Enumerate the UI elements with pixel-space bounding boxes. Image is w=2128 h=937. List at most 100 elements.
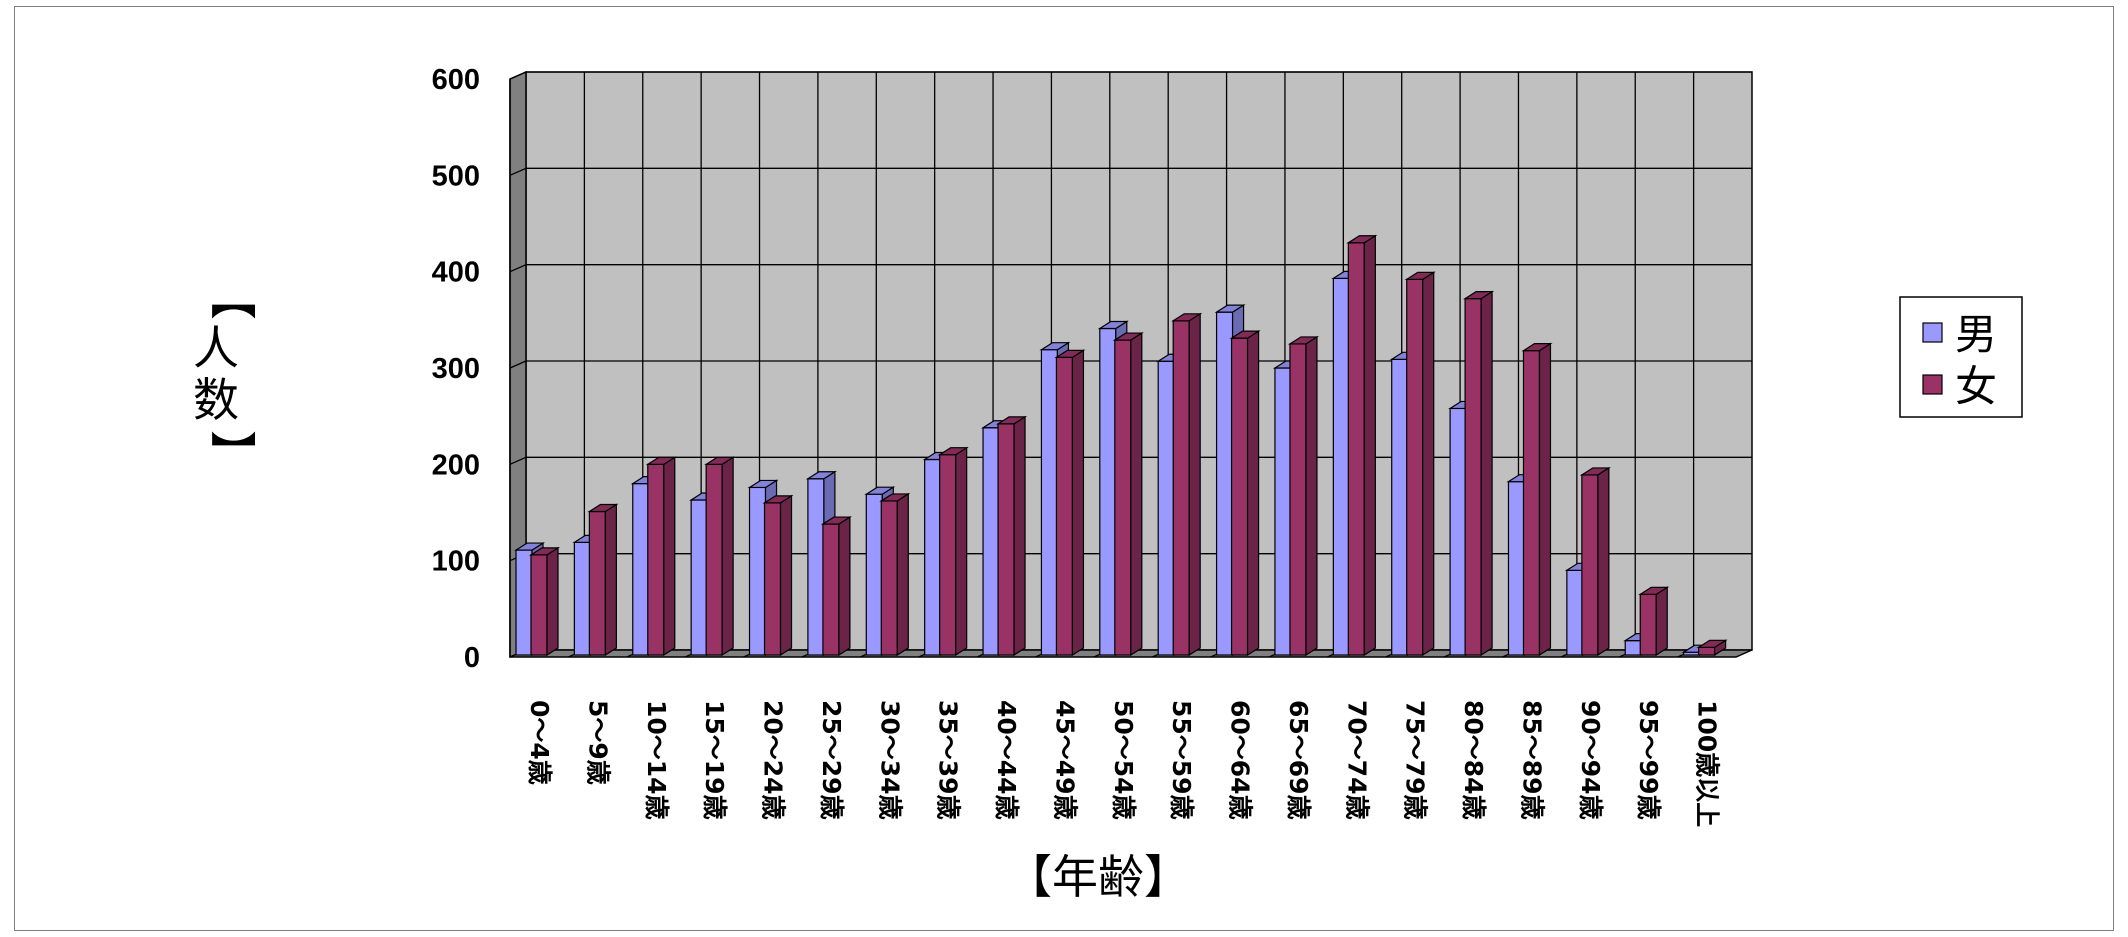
bar <box>1638 586 1670 657</box>
x-tick-label: 50～54歳 <box>1109 700 1138 820</box>
bar-front <box>997 423 1015 656</box>
gridline-side <box>509 264 527 273</box>
x-axis-ticks: 0～4歳 5～9歳 10～14歳 15～19歳 20～24歳 25～29歳 30～34歳 35… <box>525 700 1722 827</box>
x-tick-label: 20～24歳 <box>759 700 788 820</box>
bar-top <box>1054 349 1086 359</box>
bar-side <box>1422 271 1435 657</box>
bar <box>1696 639 1728 657</box>
bar <box>1404 271 1436 657</box>
bar-side <box>955 446 968 657</box>
y-axis-title-char: 人 <box>193 321 239 375</box>
x-tick-label: 70～74歳 <box>1342 700 1371 820</box>
bar-side <box>604 503 617 657</box>
bar-front <box>1639 593 1657 656</box>
bar-front <box>924 458 942 656</box>
bar-side <box>1130 331 1143 657</box>
bar-front <box>1449 407 1467 656</box>
bar-front <box>647 463 665 656</box>
bar-top <box>1638 586 1670 595</box>
bar-front <box>1332 277 1350 656</box>
legend-box <box>1899 296 2023 418</box>
gridline-side <box>509 167 527 176</box>
legend-label: 女 <box>1955 362 1997 411</box>
bar-top <box>528 547 561 556</box>
bar-front <box>1464 298 1482 656</box>
bar-top <box>864 486 896 495</box>
y-tick-label: 0 <box>464 642 480 674</box>
bar <box>995 415 1028 657</box>
bar-front <box>1215 311 1234 656</box>
legend-swatch <box>1922 322 1943 343</box>
x-tick-label: 90～94歳 <box>1576 700 1605 820</box>
bar-top <box>587 503 619 513</box>
bar-top <box>1404 271 1436 280</box>
bar <box>762 494 794 657</box>
y-tick-label: 300 <box>432 353 480 385</box>
bar <box>704 456 736 657</box>
bar-front <box>1230 337 1249 656</box>
chart-frame: 0 100 200 300 400 500 600 0～4歳 5～9歳 10～14歳 15～19歳… <box>14 6 2114 931</box>
bar-front <box>1157 360 1175 656</box>
bar <box>645 456 677 657</box>
bar-front <box>515 549 533 656</box>
bar-side <box>1071 349 1085 657</box>
bar-front <box>1055 356 1074 656</box>
legend-label: 男 <box>1955 310 1997 359</box>
bar-side <box>779 494 793 657</box>
bar-front <box>1698 646 1716 656</box>
bar-top <box>879 493 911 502</box>
bar-top <box>704 456 736 465</box>
bar <box>1229 330 1261 657</box>
y-tick-label: 200 <box>432 449 480 481</box>
bar <box>587 503 619 657</box>
bar-top <box>937 447 969 456</box>
bar <box>879 492 911 657</box>
bar-side <box>1655 586 1668 657</box>
bar-top <box>1229 330 1261 339</box>
bar-side <box>838 515 851 657</box>
bar-front <box>1347 242 1365 656</box>
bar-front <box>573 541 591 656</box>
bar-top <box>747 479 779 489</box>
bar-side <box>721 456 734 657</box>
bar-front <box>880 500 898 656</box>
chart-svg: 0 100 200 300 400 500 600 0～4歳 5～9歳 10～14歳 15～19歳… <box>193 64 2023 904</box>
bar-top <box>1214 304 1246 313</box>
bar-front <box>1289 343 1307 656</box>
x-tick-label: 30～34歳 <box>875 700 904 820</box>
bar-front <box>1172 320 1190 656</box>
x-tick-label: 40～44歳 <box>992 700 1021 820</box>
bar-front <box>530 554 548 656</box>
bar-front <box>1522 350 1541 656</box>
bar-front <box>807 478 825 656</box>
bar-top <box>513 542 546 551</box>
x-tick-label: 5～9歳 <box>583 700 612 785</box>
x-tick-label: 95～99歳 <box>1634 700 1663 820</box>
bar-front <box>1099 327 1117 656</box>
bar-front <box>1566 569 1584 656</box>
x-tick-label: 85～89歳 <box>1517 700 1546 820</box>
bar-top <box>1521 343 1553 352</box>
gridline-side <box>509 456 527 465</box>
bar-top <box>1097 320 1129 330</box>
x-tick-label: 65～69歳 <box>1284 700 1313 820</box>
bar-front <box>1274 367 1292 656</box>
bar-top <box>1696 639 1728 648</box>
y-tick-label: 600 <box>432 64 480 96</box>
bar-front <box>705 463 723 656</box>
bar-front <box>748 486 767 656</box>
bar-side <box>546 546 559 657</box>
y-axis-ticks: 0 100 200 300 400 500 600 <box>432 64 480 674</box>
bar-front <box>865 493 883 656</box>
bar <box>1463 290 1495 657</box>
bar-front <box>588 510 606 656</box>
bar <box>937 446 969 657</box>
bar-front <box>939 454 957 656</box>
x-tick-label: 75～79歳 <box>1401 700 1430 820</box>
x-tick-label: 45～49歳 <box>1050 700 1079 820</box>
bar-side <box>1538 342 1552 657</box>
bar-top <box>995 416 1028 425</box>
bar-front <box>1581 474 1599 656</box>
bar-side <box>663 456 676 657</box>
bar-front <box>1507 481 1526 656</box>
